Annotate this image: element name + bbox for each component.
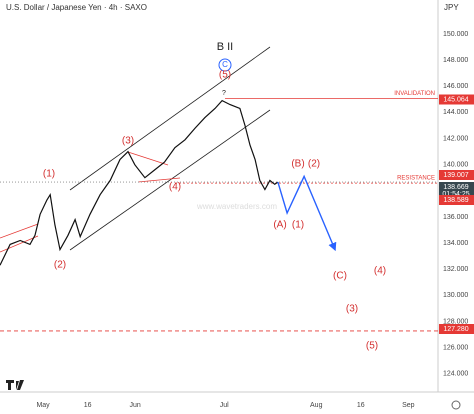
wave-label: (5) [366,341,378,352]
price-tag-label: 127.280 [443,326,468,333]
price-tag [439,324,474,334]
wave-label: (4) [374,266,386,277]
wave-label: (B) [291,159,304,170]
channel-lower [69,109,271,251]
wave-circle [218,58,232,72]
y-tick-label: 144.000 [443,109,468,116]
price-tag-timer: 01:54:25 [442,191,469,198]
wave-label: B II [217,41,234,53]
channel-upper [69,46,271,191]
wave-label: ? [222,90,226,97]
y-tick-label: 130.000 [443,292,468,299]
y-tick-label: 132.000 [443,266,468,273]
trend-line [0,223,39,239]
price-tag [439,182,474,196]
wave-label: (2) [308,159,320,170]
y-tick-label: 148.000 [443,57,468,64]
tv-logo [6,380,24,390]
x-tick-label: 16 [84,402,92,409]
wave-label: (1) [43,169,55,180]
level-note: RESISTANCE [397,176,435,182]
wave-label: (2) [54,260,66,271]
x-tick-label: Jun [129,402,140,409]
x-tick-label: Sep [402,402,415,409]
price-tag [439,170,474,180]
y-tick-label: 140.000 [443,162,468,169]
trend-line [137,177,181,183]
currency-label: JPY [444,3,459,12]
y-tick-label: 150.000 [443,31,468,38]
x-tick-label: 16 [357,402,365,409]
wave-label: (A) [273,220,286,231]
wave-label: (5) [219,70,231,81]
y-tick-label: 134.000 [443,240,468,247]
settings-icon[interactable] [451,400,461,410]
watermark: www.wavetraders.com [196,202,277,211]
x-tick-label: Jul [220,402,229,409]
price-line [0,99,279,266]
y-tick-label: 128.000 [443,318,468,325]
price-tag [439,195,474,205]
price-tag [439,94,474,105]
wave-label: (3) [346,304,358,315]
y-tick-label: 136.000 [443,214,468,221]
price-tag-label: 138.669 [443,184,468,191]
price-tag-label: 139.007 [443,172,468,179]
level-note: INVALIDATION [394,91,435,97]
wave-label: (3) [122,136,134,147]
trend-line [127,151,169,166]
wave-label: (4) [169,182,181,193]
y-tick-label: 146.000 [443,83,468,90]
trend-line [0,235,39,253]
price-tag-label: 138.589 [443,197,468,204]
y-tick-label: 142.000 [443,135,468,142]
y-tick-label: 124.000 [443,371,468,378]
wave-label: C [222,60,228,69]
projection-path [277,174,337,252]
y-tick-label: 126.000 [443,344,468,351]
chart-title: U.S. Dollar / Japanese Yen · 4h · SAXO [6,3,147,12]
x-tick-label: May [36,402,50,409]
wave-label: (C) [333,271,347,282]
wave-label: (1) [292,220,304,231]
price-tag-label: 145.064 [443,96,468,103]
x-tick-label: Aug [310,402,323,409]
